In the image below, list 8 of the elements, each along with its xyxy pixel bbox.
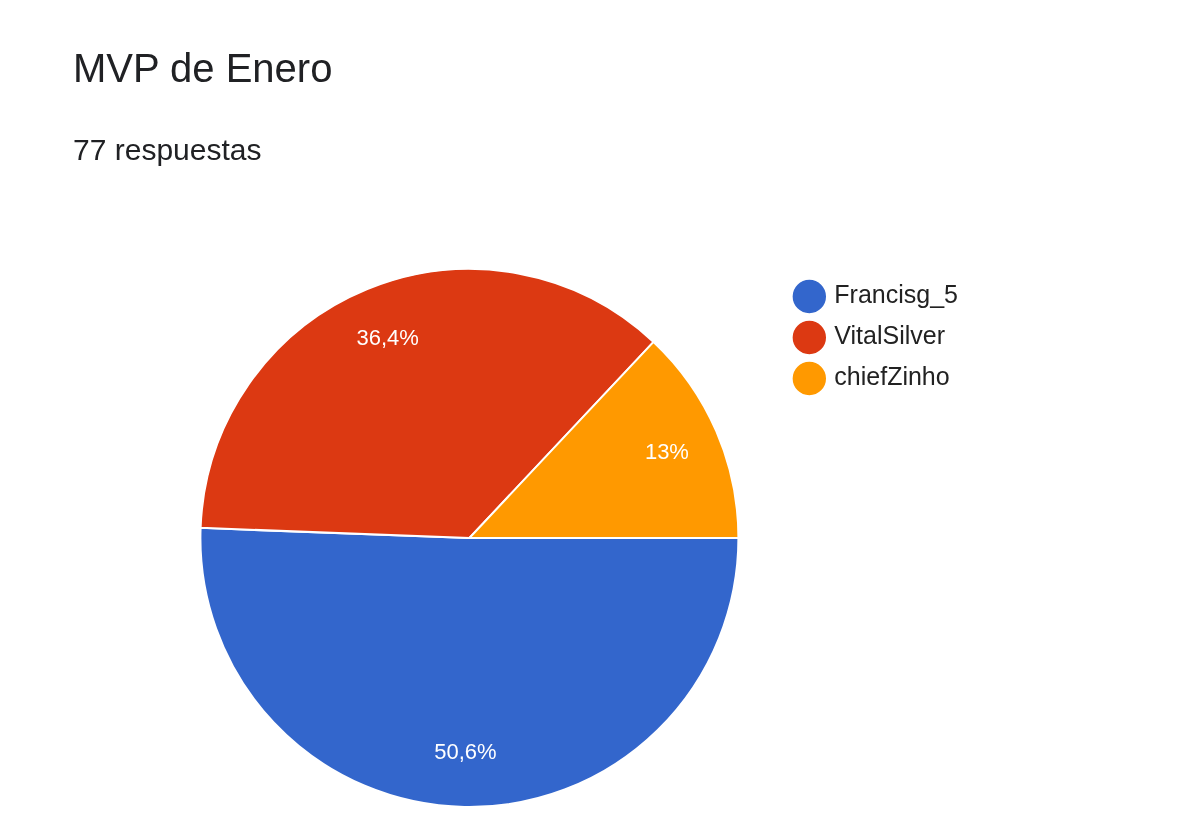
data-label: 13% xyxy=(644,438,689,464)
legend-label: Francisg_5 xyxy=(834,280,958,309)
legend-label: chiefZinho xyxy=(834,362,950,391)
chart-title: MVP de Enero xyxy=(73,46,333,91)
chart-subtitle: 77 respuestas xyxy=(73,133,262,167)
legend-label: VitalSilver xyxy=(834,321,946,350)
data-label: 36,4% xyxy=(356,324,419,350)
data-label: 50,6% xyxy=(434,739,497,765)
